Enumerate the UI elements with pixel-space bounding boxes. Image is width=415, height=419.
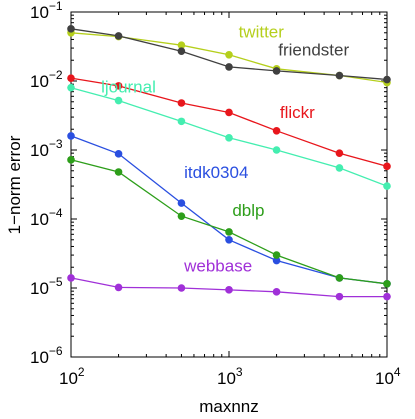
y-axis-title: 1−norm error (5, 135, 24, 234)
data-point-webbase (177, 284, 186, 292)
data-point-friendster (383, 75, 391, 84)
data-point-dblp (383, 280, 391, 288)
data-point-itdk0304 (225, 235, 233, 244)
series-label-friendster: friendster (278, 40, 349, 59)
x-tick-label: 103 (217, 365, 243, 388)
data-point-itdk0304 (114, 150, 123, 158)
x-tick-label: 104 (375, 365, 401, 388)
data-point-dblp (272, 251, 281, 259)
y-tick-label: 10−3 (30, 137, 63, 160)
data-point-dblp (177, 212, 186, 220)
series-ljournal (67, 83, 391, 190)
data-point-flickr (335, 149, 344, 157)
data-point-dblp (335, 274, 344, 282)
y-tick-label: 10−5 (30, 275, 63, 298)
data-point-flickr (114, 82, 123, 90)
data-point-twitter (177, 41, 186, 50)
series-label-dblp: dblp (232, 201, 264, 220)
data-point-dblp (114, 168, 123, 176)
data-point-webbase (225, 286, 233, 294)
data-point-flickr (383, 162, 391, 171)
data-point-webbase (67, 274, 75, 282)
series-flickr (67, 74, 391, 171)
data-point-webbase (383, 292, 391, 301)
data-point-friendster (177, 47, 186, 56)
data-point-dblp (225, 228, 233, 236)
x-axis-title: maxnnz (199, 397, 259, 416)
data-point-twitter (225, 50, 233, 59)
data-point-flickr (67, 74, 75, 82)
data-point-ljournal (272, 146, 281, 154)
data-point-webbase (335, 292, 344, 301)
y-tick-label: 10−6 (30, 344, 63, 367)
series-webbase (67, 274, 391, 301)
x-tick-label: 102 (59, 365, 85, 388)
data-point-flickr (177, 99, 186, 107)
data-point-flickr (225, 108, 233, 117)
data-point-dblp (67, 156, 75, 164)
data-point-webbase (114, 283, 123, 292)
data-point-itdk0304 (67, 132, 75, 140)
y-tick-label: 10−2 (30, 68, 63, 91)
data-point-friendster (114, 32, 123, 40)
data-point-ljournal (335, 164, 344, 172)
y-tick-label: 10−1 (30, 0, 63, 22)
data-point-ljournal (225, 134, 233, 142)
data-point-friendster (225, 63, 233, 71)
data-point-itdk0304 (272, 256, 281, 265)
data-point-webbase (272, 288, 281, 296)
series-label-flickr: flickr (280, 103, 315, 122)
series-label-webbase: webbase (183, 257, 252, 276)
series-label-itdk0304: itdk0304 (184, 163, 248, 182)
data-point-friendster (335, 71, 344, 80)
y-tick-label: 10−4 (30, 206, 63, 229)
series-dblp (67, 156, 391, 288)
series-label-ljournal: ljournal (101, 78, 156, 97)
x-axis: 102 103 104 (59, 12, 401, 388)
data-point-itdk0304 (177, 199, 186, 207)
data-point-ljournal (177, 117, 186, 126)
data-point-friendster (272, 67, 281, 75)
data-point-ljournal (114, 96, 123, 105)
series-friendster (67, 25, 391, 84)
series-label-twitter: twitter (239, 22, 285, 41)
data-point-friendster (67, 25, 75, 33)
data-point-ljournal (67, 83, 75, 92)
data-point-ljournal (383, 182, 391, 190)
data-point-flickr (272, 126, 281, 135)
y-axis: 10−6 10−5 10−4 10−3 10−2 10−1 (30, 0, 387, 367)
series-layer (67, 25, 391, 301)
